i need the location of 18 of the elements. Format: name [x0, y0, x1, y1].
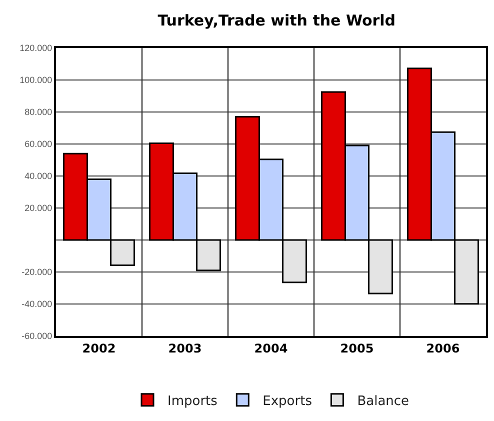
y-tick-label: -20.000 [22, 267, 52, 278]
y-tick-label: 100.000 [20, 75, 52, 86]
chart-title: Turkey,Trade with the World [158, 11, 396, 30]
x-tick-label: 2003 [168, 341, 202, 356]
legend-label: Exports [262, 394, 312, 409]
y-tick-label: 20.000 [24, 203, 52, 214]
y-tick-label: 40.000 [24, 171, 52, 182]
y-tick-label: -40.000 [22, 299, 52, 310]
legend-label: Balance [357, 394, 410, 409]
x-tick-label: 2006 [426, 341, 460, 356]
y-tick-label: 80.000 [24, 107, 52, 118]
y-tick-label: -60.000 [22, 331, 52, 342]
x-tick-label: 2002 [82, 341, 116, 356]
x-tick-label: 2004 [254, 341, 288, 356]
y-tick-label: 120.000 [20, 43, 52, 54]
legend-label: Imports [168, 394, 218, 409]
y-tick-label: 60.000 [24, 139, 52, 150]
x-tick-label: 2005 [340, 341, 374, 356]
